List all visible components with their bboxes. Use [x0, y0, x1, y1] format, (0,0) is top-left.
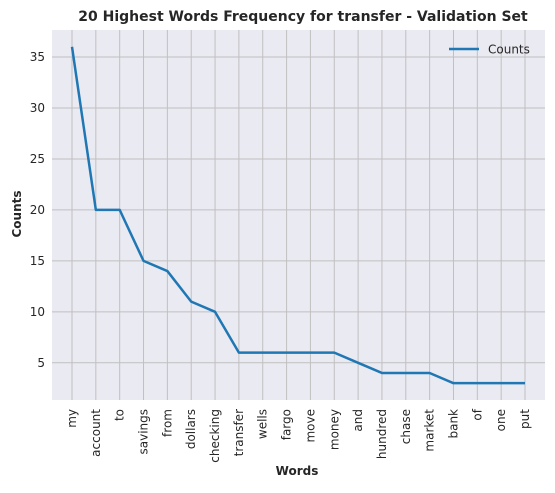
x-axis-ticks: my account to savings from dollars checking tra…	[65, 408, 532, 462]
x-tick-label: chase	[399, 409, 413, 444]
y-axis-label: Counts	[10, 190, 24, 237]
y-tick-label: 5	[37, 356, 45, 370]
y-tick-label: 20	[30, 203, 45, 217]
y-tick-label: 25	[30, 152, 45, 166]
x-tick-label: wells	[256, 409, 270, 439]
x-tick-label: savings	[137, 409, 151, 455]
x-tick-label: checking	[208, 409, 222, 463]
x-tick-label: move	[303, 409, 317, 443]
legend-label-counts: Counts	[488, 43, 530, 57]
y-tick-label: 15	[30, 254, 45, 268]
x-tick-label: my	[65, 409, 79, 428]
x-tick-label: of	[470, 408, 484, 420]
y-tick-label: 35	[30, 50, 45, 64]
x-tick-label: put	[518, 409, 532, 429]
x-tick-label: fargo	[280, 409, 294, 440]
y-axis-ticks: 5 10 15 20 25 30 35	[30, 50, 45, 370]
x-axis-label: Words	[276, 464, 319, 478]
x-tick-label: market	[423, 409, 437, 452]
x-tick-label: from	[160, 409, 174, 437]
chart-title: 20 Highest Words Frequency for transfer …	[78, 9, 528, 25]
x-tick-label: transfer	[232, 409, 246, 456]
x-tick-label: and	[351, 409, 365, 432]
y-tick-label: 30	[30, 101, 45, 115]
x-tick-label: money	[327, 409, 341, 450]
x-tick-label: account	[89, 409, 103, 457]
y-tick-label: 10	[30, 305, 45, 319]
x-tick-label: bank	[446, 409, 460, 439]
plot-area	[52, 30, 545, 400]
x-tick-label: one	[494, 409, 508, 431]
x-tick-label: dollars	[184, 409, 198, 449]
x-tick-label: hundred	[375, 409, 389, 459]
x-tick-label: to	[113, 409, 127, 421]
